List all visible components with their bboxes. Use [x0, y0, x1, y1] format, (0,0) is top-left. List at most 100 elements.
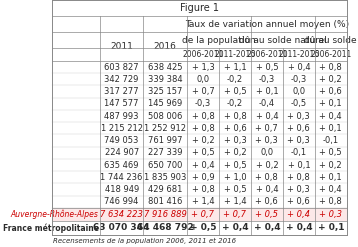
Text: + 0,4: + 0,4 — [285, 224, 312, 232]
Text: 147 577: 147 577 — [105, 99, 139, 108]
Text: 2006-2011: 2006-2011 — [246, 50, 287, 59]
Text: 7 634 223: 7 634 223 — [100, 210, 143, 219]
Text: -0,4: -0,4 — [259, 99, 275, 108]
Text: -0,1: -0,1 — [291, 148, 307, 157]
Text: + 0,1: + 0,1 — [319, 99, 342, 108]
Text: 801 416: 801 416 — [148, 197, 183, 206]
Text: 0,0: 0,0 — [292, 87, 305, 96]
Text: 1 215 212: 1 215 212 — [101, 124, 142, 133]
Text: + 0,4: + 0,4 — [319, 185, 342, 194]
Text: -0,3: -0,3 — [259, 75, 275, 84]
Text: + 0,8: + 0,8 — [192, 112, 214, 121]
Text: + 0,8: + 0,8 — [192, 185, 214, 194]
Text: + 0,5: + 0,5 — [224, 185, 246, 194]
Text: dû au solde: dû au solde — [304, 36, 357, 44]
Text: 7 916 889: 7 916 889 — [144, 210, 187, 219]
Text: + 1,1: + 1,1 — [224, 62, 246, 72]
Text: + 0,1: + 0,1 — [287, 161, 310, 169]
Text: + 0,3: + 0,3 — [287, 136, 310, 145]
Text: + 0,5: + 0,5 — [255, 210, 279, 219]
Text: + 1,4: + 1,4 — [192, 197, 214, 206]
Text: + 0,3: + 0,3 — [223, 136, 246, 145]
Text: + 0,7: + 0,7 — [192, 87, 214, 96]
Text: -0,2: -0,2 — [227, 75, 243, 84]
Text: 339 384: 339 384 — [148, 75, 183, 84]
Text: + 0,5: + 0,5 — [224, 87, 246, 96]
Text: Figure 1: Figure 1 — [180, 3, 219, 13]
Text: 603 827: 603 827 — [104, 62, 139, 72]
Text: + 0,3: + 0,3 — [256, 136, 278, 145]
Text: 145 969: 145 969 — [148, 99, 182, 108]
Text: Recensements de la population 2006, 2011 et 2016: Recensements de la population 2006, 2011… — [53, 238, 236, 244]
Text: 1 252 912: 1 252 912 — [144, 124, 186, 133]
Text: -0,3: -0,3 — [195, 99, 211, 108]
Text: 1 835 903: 1 835 903 — [144, 173, 187, 182]
Text: 746 994: 746 994 — [105, 197, 139, 206]
Text: + 0,2: + 0,2 — [319, 75, 342, 84]
Text: + 0,1: + 0,1 — [319, 173, 342, 182]
Bar — [52, 208, 347, 221]
Text: 2011-2016: 2011-2016 — [278, 50, 319, 59]
Text: + 0,1: + 0,1 — [256, 87, 278, 96]
Text: 2016: 2016 — [154, 42, 176, 51]
Text: + 0,9: + 0,9 — [192, 173, 214, 182]
Text: + 0,2: + 0,2 — [224, 148, 246, 157]
Text: 508 006: 508 006 — [148, 112, 183, 121]
Text: + 0,6: + 0,6 — [256, 197, 278, 206]
Text: + 0,8: + 0,8 — [223, 112, 246, 121]
Text: 2011: 2011 — [110, 42, 133, 51]
Text: 0,0: 0,0 — [197, 75, 209, 84]
Text: + 0,4: + 0,4 — [253, 224, 280, 232]
Text: Taux de variation annuel moyen (%): Taux de variation annuel moyen (%) — [185, 20, 349, 28]
Text: 761 997: 761 997 — [148, 136, 183, 145]
Text: + 1,0: + 1,0 — [224, 173, 246, 182]
Text: + 0,2: + 0,2 — [192, 136, 214, 145]
Text: + 0,3: + 0,3 — [287, 112, 310, 121]
Text: 418 949: 418 949 — [105, 185, 139, 194]
Text: 342 729: 342 729 — [105, 75, 139, 84]
Text: + 0,7: + 0,7 — [192, 210, 214, 219]
Text: 63 070 344: 63 070 344 — [93, 224, 150, 232]
Text: + 0,3: + 0,3 — [287, 185, 310, 194]
Text: + 0,4: + 0,4 — [287, 210, 310, 219]
Text: + 0,4: + 0,4 — [319, 112, 342, 121]
Text: + 0,5: + 0,5 — [319, 148, 342, 157]
Text: -0,3: -0,3 — [291, 75, 307, 84]
Text: + 0,1: + 0,1 — [318, 224, 344, 232]
Text: + 0,4: + 0,4 — [192, 161, 214, 169]
Text: + 0,8: + 0,8 — [192, 124, 214, 133]
Text: + 0,5: + 0,5 — [190, 224, 216, 232]
Text: + 1,3: + 1,3 — [192, 62, 214, 72]
Text: + 0,6: + 0,6 — [287, 197, 310, 206]
Text: + 0,8: + 0,8 — [256, 173, 278, 182]
Text: 2006-2011: 2006-2011 — [310, 50, 352, 59]
Text: 638 425: 638 425 — [148, 62, 183, 72]
Text: -0,5: -0,5 — [291, 99, 307, 108]
Text: -0,1: -0,1 — [323, 136, 339, 145]
Text: 227 339: 227 339 — [148, 148, 183, 157]
Text: + 0,4: + 0,4 — [222, 224, 248, 232]
Text: 1 744 236: 1 744 236 — [101, 173, 143, 182]
Text: + 0,1: + 0,1 — [319, 124, 342, 133]
Text: + 0,3: + 0,3 — [319, 210, 342, 219]
Text: + 0,8: + 0,8 — [287, 173, 310, 182]
Text: + 0,7: + 0,7 — [223, 210, 246, 219]
Text: 224 907: 224 907 — [105, 148, 139, 157]
Text: + 0,5: + 0,5 — [224, 161, 246, 169]
Text: + 0,6: + 0,6 — [319, 87, 342, 96]
Text: + 0,8: + 0,8 — [319, 197, 342, 206]
Text: 317 277: 317 277 — [104, 87, 139, 96]
Text: + 0,2: + 0,2 — [256, 161, 278, 169]
Text: Auvergne-Rhône-Alpes: Auvergne-Rhône-Alpes — [11, 210, 99, 219]
Text: 2011-2016: 2011-2016 — [214, 50, 256, 59]
Text: + 0,8: + 0,8 — [319, 62, 342, 72]
Text: + 0,6: + 0,6 — [287, 124, 310, 133]
Text: + 0,4: + 0,4 — [287, 62, 310, 72]
Text: + 0,6: + 0,6 — [223, 124, 246, 133]
Text: 487 993: 487 993 — [105, 112, 139, 121]
Text: + 0,7: + 0,7 — [256, 124, 278, 133]
Text: + 1,4: + 1,4 — [224, 197, 246, 206]
Text: 0,0: 0,0 — [260, 148, 274, 157]
Text: 325 157: 325 157 — [148, 87, 183, 96]
Text: 429 681: 429 681 — [148, 185, 183, 194]
